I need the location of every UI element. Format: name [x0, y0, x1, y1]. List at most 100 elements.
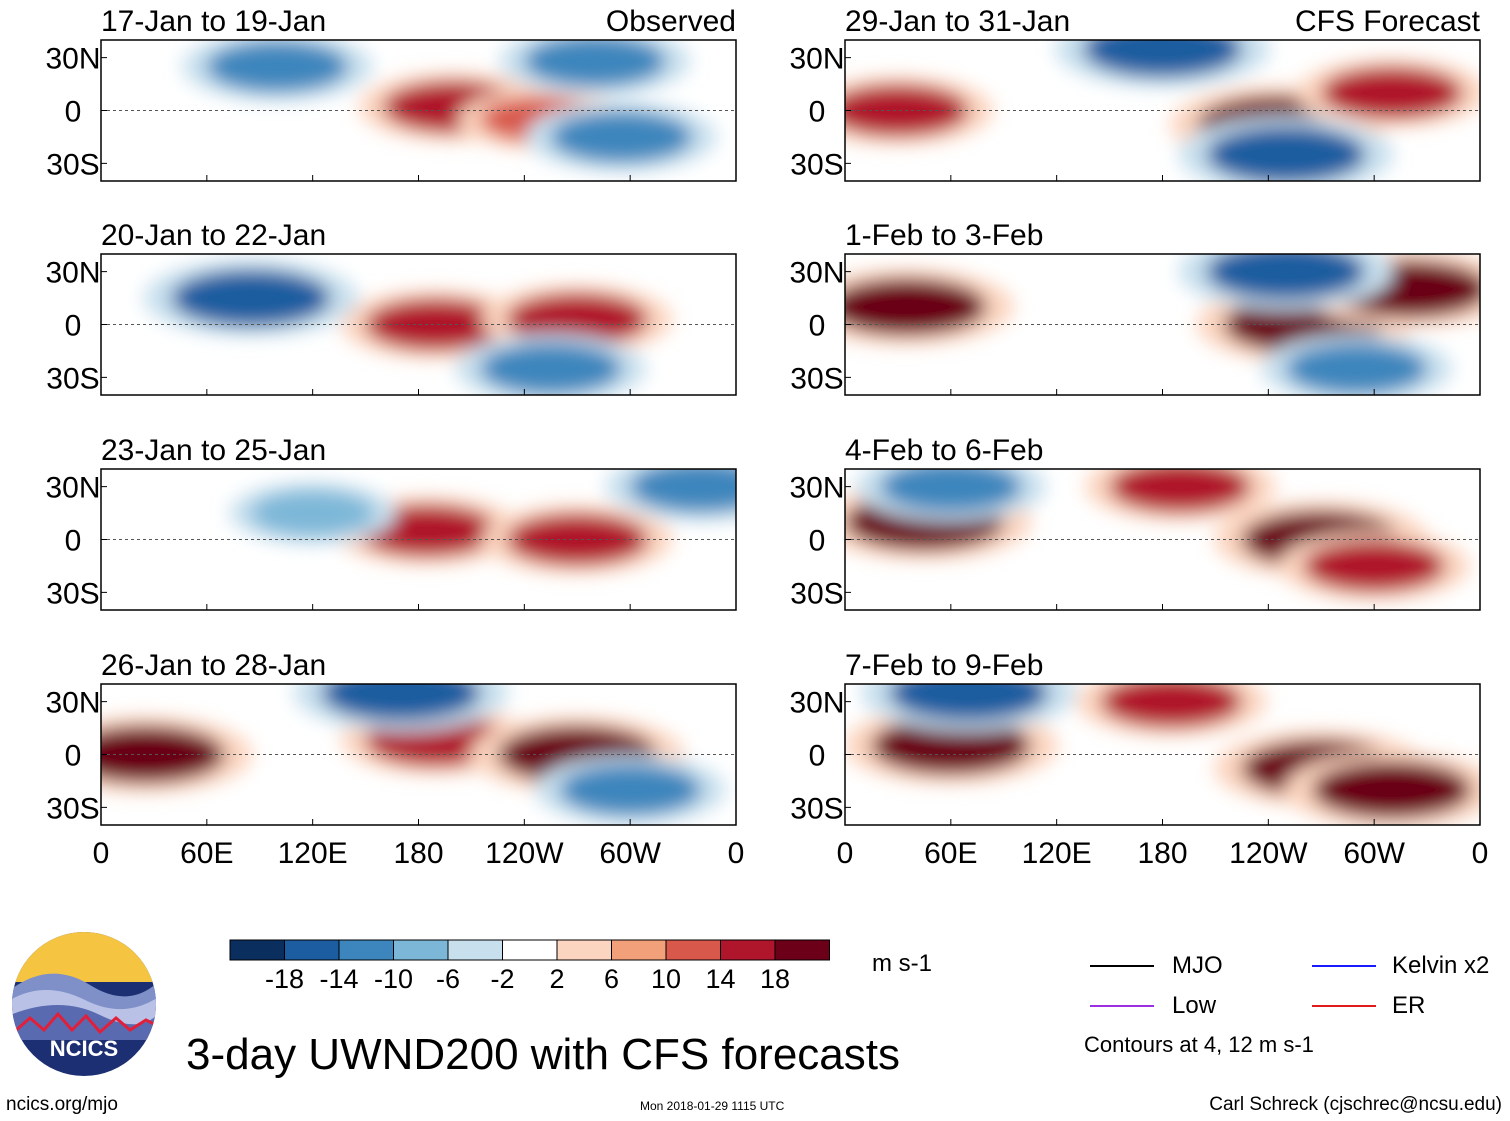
legend-line-er	[1312, 1005, 1376, 1007]
anomaly-core-4	[550, 111, 693, 163]
panel-title: 29-Jan to 31-Jan	[845, 5, 1070, 38]
anomaly-core-3	[321, 684, 481, 722]
legend-line-low	[1090, 1005, 1154, 1007]
x-tick-label: 180	[393, 837, 443, 870]
y-tick-label: 0	[65, 525, 82, 558]
colorbar-tick-label: 6	[604, 964, 619, 994]
legend-label-mjo: MJO	[1172, 952, 1223, 979]
colorbar-tick-label: -14	[319, 964, 358, 994]
y-tick-label: 30N	[789, 257, 844, 290]
colorbar-tick-label: -6	[436, 964, 460, 994]
y-tick-label: 30S	[790, 577, 843, 610]
anomaly-core-4	[888, 684, 1049, 722]
y-tick-label: 30S	[790, 362, 843, 395]
x-tick-label: 60E	[180, 837, 233, 870]
y-tick-label: 0	[809, 96, 826, 129]
colorbar-swatch	[502, 939, 558, 961]
anomaly-core-4	[559, 763, 701, 816]
contour-note: Contours at 4, 12 m s-1	[1084, 1032, 1314, 1057]
panels-layer: 17-Jan to 19-Jan Observed 30N 0 30S 20-Jan to…	[45, 5, 1489, 870]
colorbar-swatch	[393, 939, 449, 961]
anomaly-core-4	[1082, 40, 1243, 78]
y-tick-label: 30N	[45, 687, 100, 720]
y-tick-label: 0	[809, 525, 826, 558]
colorbar-swatch	[774, 939, 830, 961]
anomaly-core-3	[1285, 342, 1428, 395]
x-tick-label: 60W	[1343, 837, 1405, 870]
panel-title: 7-Feb to 9-Feb	[845, 649, 1043, 682]
anomaly-core-2	[250, 490, 375, 537]
figure-title: 3-day UWND200 with CFS forecasts	[186, 1030, 900, 1079]
legend-label-low: Low	[1172, 992, 1217, 1019]
y-tick-label: 30S	[790, 792, 843, 825]
legend-line-kelvin	[1312, 965, 1376, 967]
legend-label-kelvin: Kelvin x2	[1392, 952, 1490, 979]
x-tick-label: 0	[837, 837, 854, 870]
x-tick-label: 0	[728, 837, 745, 870]
panel-title: 17-Jan to 19-Jan	[101, 5, 326, 38]
anomaly-core-2	[1100, 684, 1243, 728]
panel-4: 29-Jan to 31-Jan CFS Forecast 30N 0 30S	[789, 5, 1481, 182]
y-tick-label: 30S	[46, 148, 99, 181]
y-tick-label: 30S	[46, 792, 99, 825]
panel-title: 1-Feb to 3-Feb	[845, 219, 1043, 252]
anomaly-core-3	[524, 40, 666, 87]
anomaly-core-3	[1206, 125, 1366, 181]
footer-author: Carl Schreck (cjschrec@ncsu.edu)	[1209, 1094, 1502, 1115]
colorbar-swatch	[611, 939, 667, 961]
anomaly-core-0	[871, 717, 1031, 775]
anomaly-core-3	[629, 469, 736, 513]
y-tick-label: 30N	[45, 257, 100, 290]
y-tick-label: 30N	[45, 472, 100, 505]
colorbar-swatch	[447, 939, 503, 961]
colorbar-units: m s-1	[872, 950, 932, 977]
anomaly-core-3	[1312, 761, 1472, 819]
anomaly-core-0	[365, 298, 507, 351]
x-tick-label: 0	[1472, 837, 1489, 870]
colorbar-tick-label: 2	[549, 964, 564, 994]
colorbar-tick-label: 18	[760, 964, 790, 994]
colorbar-swatch	[284, 939, 340, 961]
footer-timestamp: Mon 2018-01-29 1115 UTC	[640, 1099, 785, 1113]
x-tick-label: 120W	[1229, 837, 1308, 870]
ncics-logo: NCICS	[12, 932, 156, 1076]
y-tick-label: 0	[65, 310, 82, 343]
colorbar-swatch	[338, 939, 394, 961]
footer-url: ncics.org/mjo	[6, 1094, 118, 1115]
panel-tag: CFS Forecast	[1295, 5, 1481, 38]
colorbar-tick-label: 14	[705, 964, 735, 994]
panel-title: 4-Feb to 6-Feb	[845, 434, 1043, 467]
anomaly-core-2	[171, 269, 331, 327]
anomaly-core-2	[206, 40, 349, 93]
x-tick-label: 60E	[924, 837, 977, 870]
colorbar-tick-label: -10	[374, 964, 413, 994]
legend-line-mjo	[1090, 965, 1154, 967]
anomaly-core-1	[506, 293, 649, 346]
anomaly-core-2	[1321, 67, 1463, 119]
colorbar-tick-label: -2	[490, 964, 514, 994]
anomaly-core-2	[1109, 469, 1251, 513]
panel-tag: Observed	[606, 5, 736, 38]
panel-title: 26-Jan to 28-Jan	[101, 649, 326, 682]
y-tick-label: 30N	[789, 687, 844, 720]
y-tick-label: 0	[809, 310, 826, 343]
x-tick-label: 120E	[278, 837, 348, 870]
anomaly-core-3	[1303, 540, 1445, 592]
y-tick-label: 0	[65, 740, 82, 773]
colorbar-swatch	[556, 939, 612, 961]
x-tick-label: 180	[1137, 837, 1187, 870]
colorbar: -18 -14 -10 -6 -2 2 6 10 14 18	[229, 939, 830, 994]
colorbar-swatch	[665, 939, 721, 961]
panel-title: 20-Jan to 22-Jan	[101, 219, 326, 252]
anomaly-core-4	[1206, 254, 1366, 301]
y-tick-label: 0	[809, 740, 826, 773]
y-tick-label: 0	[65, 96, 82, 129]
x-tick-label: 120E	[1022, 837, 1092, 870]
